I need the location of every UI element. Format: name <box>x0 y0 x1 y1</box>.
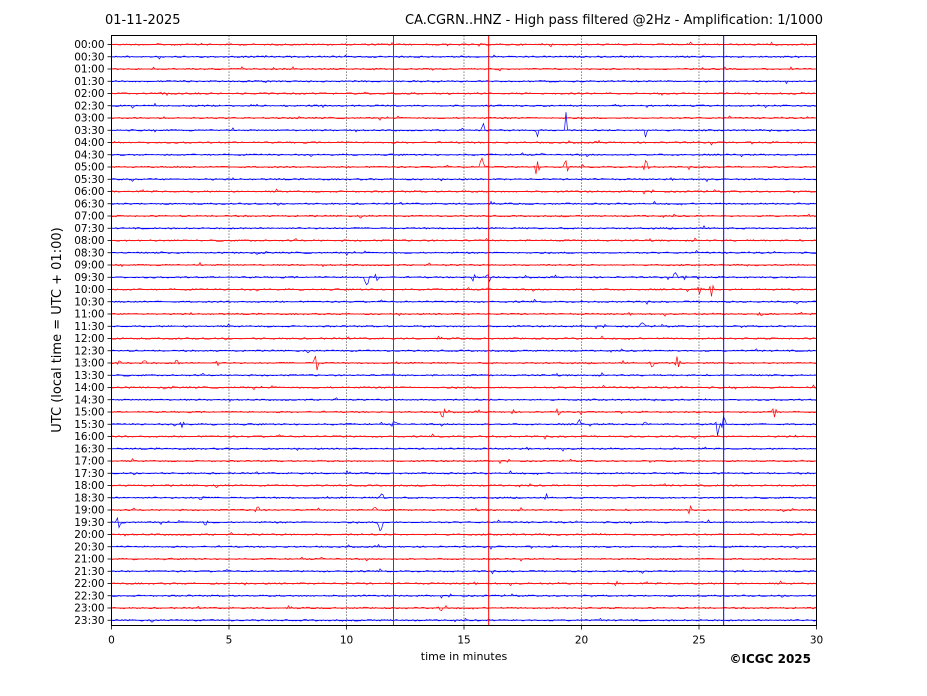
y-tick-label: 20:00 <box>74 529 104 541</box>
y-tick-label: 04:30 <box>74 149 104 161</box>
y-tick-label: 14:30 <box>74 394 104 406</box>
y-tick-label: 20:30 <box>74 541 104 553</box>
y-tick-label: 10:00 <box>74 284 104 296</box>
y-tick-label: 15:30 <box>74 419 104 431</box>
y-tick-label: 23:00 <box>74 603 104 615</box>
y-tick-label: 05:30 <box>74 174 104 186</box>
y-tick-label: 04:00 <box>74 137 104 149</box>
y-tick-label: 07:00 <box>74 211 104 223</box>
y-tick-label: 21:30 <box>74 566 104 578</box>
x-axis-label: time in minutes <box>421 650 508 663</box>
copyright-text: ©ICGC 2025 <box>729 652 811 666</box>
y-tick-label: 02:30 <box>74 100 104 112</box>
y-tick-label: 21:00 <box>74 554 104 566</box>
event-lines <box>393 35 725 626</box>
x-tick-label: 15 <box>457 635 470 647</box>
y-tick-label: 22:30 <box>74 590 104 602</box>
x-tick-labels: 0 5 10 15 20 25 30 <box>108 625 823 647</box>
y-tick-label: 11:30 <box>74 321 104 333</box>
y-tick-label: 08:30 <box>74 247 104 259</box>
chart-title: CA.CGRN..HNZ - High pass filtered @2Hz -… <box>405 13 823 28</box>
x-tick-label: 5 <box>226 635 233 647</box>
y-tick-label: 08:00 <box>74 235 104 247</box>
y-tick-label: 01:00 <box>74 64 104 76</box>
trace-row-39 <box>111 516 817 532</box>
y-tick-label: 14:00 <box>74 382 104 394</box>
trace-row-16 <box>111 237 817 242</box>
y-tick-label: 05:00 <box>74 162 104 174</box>
y-tick-label: 22:00 <box>74 578 104 590</box>
y-tick-label: 16:30 <box>74 443 104 455</box>
y-tick-label: 17:00 <box>74 456 104 468</box>
y-tick-label: 01:30 <box>74 76 104 88</box>
y-tick-label: 00:30 <box>74 51 104 63</box>
plot-frame <box>111 35 817 626</box>
y-tick-label: 13:30 <box>74 370 104 382</box>
y-tick-label: 12:30 <box>74 345 104 357</box>
y-tick-label: 00:00 <box>74 39 104 51</box>
trace-rows <box>111 41 817 623</box>
x-tick-label: 0 <box>108 635 115 647</box>
y-tick-label: 17:30 <box>74 468 104 480</box>
trace-row-7 <box>111 112 817 138</box>
x-tick-label: 10 <box>340 635 353 647</box>
y-axis-label: UTC (local time = UTC + 01:00) <box>50 227 65 432</box>
y-tick-label: 09:30 <box>74 272 104 284</box>
y-tick-label: 23:30 <box>74 615 104 627</box>
x-tick-label: 30 <box>810 635 823 647</box>
chart-date: 01-11-2025 <box>105 13 181 28</box>
trace-row-10 <box>111 157 817 175</box>
y-tick-label: 12:00 <box>74 333 104 345</box>
y-tick-label: 16:00 <box>74 431 104 443</box>
y-tick-label: 10:30 <box>74 296 104 308</box>
trace-row-30 <box>111 407 817 418</box>
y-tick-label: 03:30 <box>74 125 104 137</box>
y-tick-labels: 00:0000:3001:0001:3002:0002:3003:0003:30… <box>74 39 112 627</box>
vertical-grid <box>228 35 700 626</box>
y-tick-label: 19:00 <box>74 505 104 517</box>
y-tick-label: 02:00 <box>74 88 104 100</box>
y-tick-label: 13:00 <box>74 358 104 370</box>
y-tick-label: 06:00 <box>74 186 104 198</box>
y-tick-label: 11:00 <box>74 309 104 321</box>
y-tick-label: 18:00 <box>74 480 104 492</box>
y-tick-label: 18:30 <box>74 492 104 504</box>
y-tick-label: 06:30 <box>74 198 104 210</box>
y-tick-label: 19:30 <box>74 517 104 529</box>
y-tick-label: 09:00 <box>74 260 104 272</box>
x-tick-label: 20 <box>575 635 588 647</box>
y-tick-label: 15:00 <box>74 407 104 419</box>
y-tick-label: 03:00 <box>74 113 104 125</box>
y-tick-label: 07:30 <box>74 223 104 235</box>
x-tick-label: 25 <box>692 635 705 647</box>
